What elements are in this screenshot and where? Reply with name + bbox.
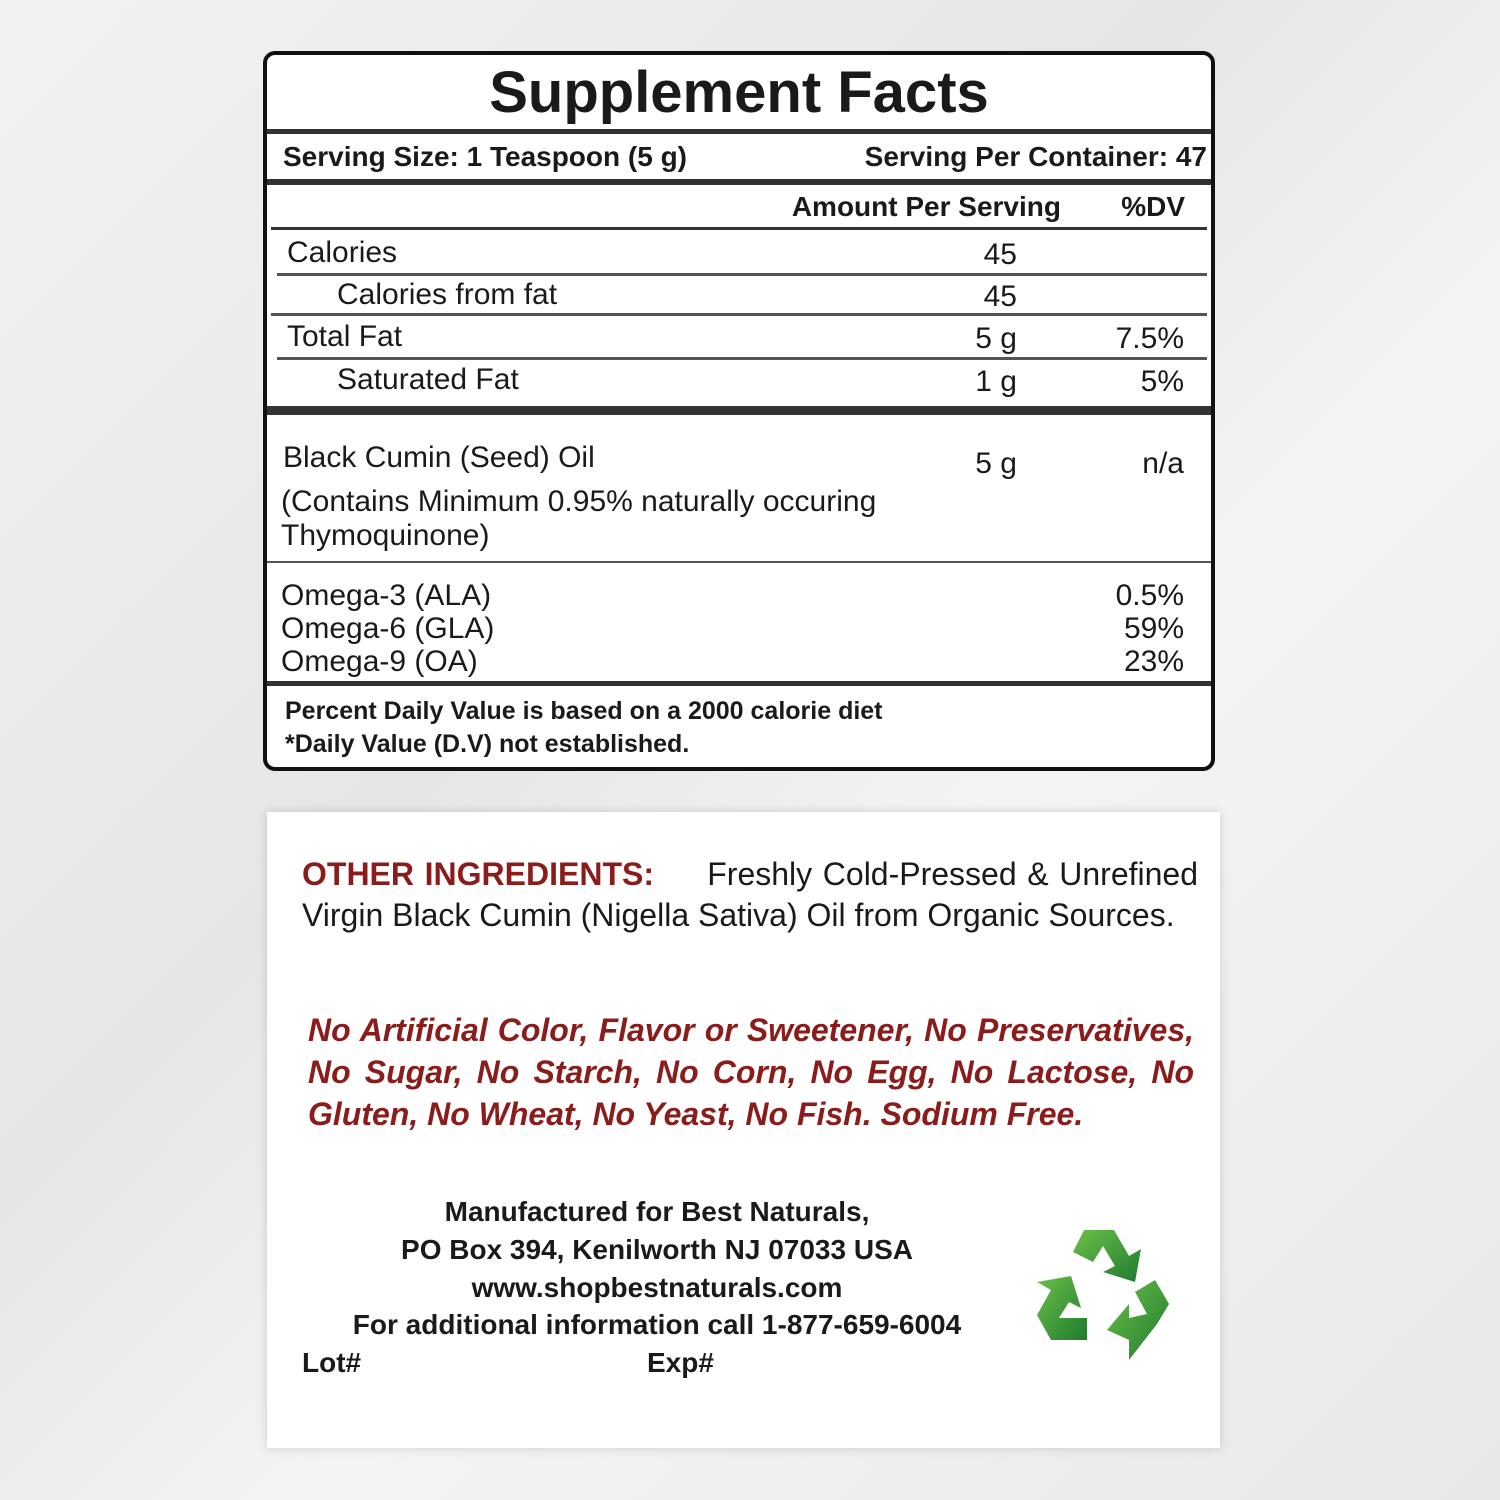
fatty-acid-name: Omega-6 (GLA): [281, 612, 495, 645]
ingredient-dv: n/a: [1142, 447, 1184, 480]
rule: [277, 357, 1207, 360]
footnote: *Daily Value (D.V) not established.: [285, 730, 690, 758]
row-name: Calories from fat: [337, 278, 558, 311]
other-ingredients-text: Freshly Cold-Pressed & Unrefined Virgin …: [302, 856, 1199, 933]
row-amount: 45: [983, 238, 1017, 271]
fatty-acid-dv: 59%: [1123, 612, 1184, 645]
title: Supplement Facts: [489, 60, 989, 125]
ingredient-amount: 5 g: [975, 447, 1017, 480]
serving-size: Serving Size: 1 Teaspoon (5 g): [283, 141, 688, 172]
rule: [267, 561, 1211, 563]
manufacturer-line: Manufactured for Best Naturals,: [444, 1196, 870, 1227]
rule: [267, 179, 1211, 185]
lot: Lot#: [302, 1347, 362, 1378]
row-name: Total Fat: [287, 320, 403, 353]
column-header: %DV: [1121, 191, 1185, 222]
row-dv: 5%: [1140, 365, 1184, 398]
recycle-icon: [1037, 1230, 1169, 1360]
column-header: Amount Per Serving: [791, 191, 1061, 222]
fatty-acid-dv: 0.5%: [1115, 579, 1184, 612]
row-amount: 1 g: [975, 365, 1017, 398]
manufacturer-line: For additional information call 1-877-65…: [352, 1309, 962, 1340]
row-amount: 45: [983, 280, 1017, 313]
ingredient-note: Thymoquinone): [281, 519, 490, 552]
ingredient-name: Black Cumin (Seed) Oil: [283, 441, 595, 474]
rule: [271, 313, 1207, 316]
ingredients-card: OTHER INGREDIENTS: Freshly Cold-Pressed …: [267, 812, 1220, 1448]
row-name: Calories: [287, 236, 398, 269]
row-dv: 7.5%: [1115, 322, 1184, 355]
fatty-acid-name: Omega-3 (ALA): [281, 579, 492, 612]
fatty-acid-dv: 23%: [1123, 645, 1184, 678]
rule: [267, 129, 1211, 134]
row-name: Saturated Fat: [337, 363, 519, 396]
manufacturer-line: PO Box 394, Kenilworth NJ 07033 USA: [401, 1234, 913, 1265]
other-ingredients: OTHER INGREDIENTS: Freshly Cold-Pressed …: [302, 854, 1198, 936]
rule: [277, 273, 1207, 276]
manufacturer-line: www.shopbestnaturals.com: [471, 1272, 843, 1303]
rule: [267, 406, 1211, 415]
claims: No Artificial Color, Flavor or Sweetener…: [308, 1012, 1194, 1132]
servings-per-container: Serving Per Container: 47: [864, 141, 1207, 172]
exp: Exp#: [647, 1347, 714, 1378]
rule: [271, 227, 1207, 230]
ingredient-note: (Contains Minimum 0.95% naturally occuri…: [281, 485, 877, 518]
row-amount: 5 g: [975, 322, 1017, 355]
rule: [267, 681, 1211, 686]
supplement-facts-panel: Supplement Facts Serving Size: 1 Teaspoo…: [263, 51, 1215, 771]
other-ingredients-label: OTHER INGREDIENTS:: [302, 856, 654, 892]
footnote: Percent Daily Value is based on a 2000 c…: [285, 697, 883, 725]
fatty-acid-name: Omega-9 (OA): [281, 645, 478, 678]
